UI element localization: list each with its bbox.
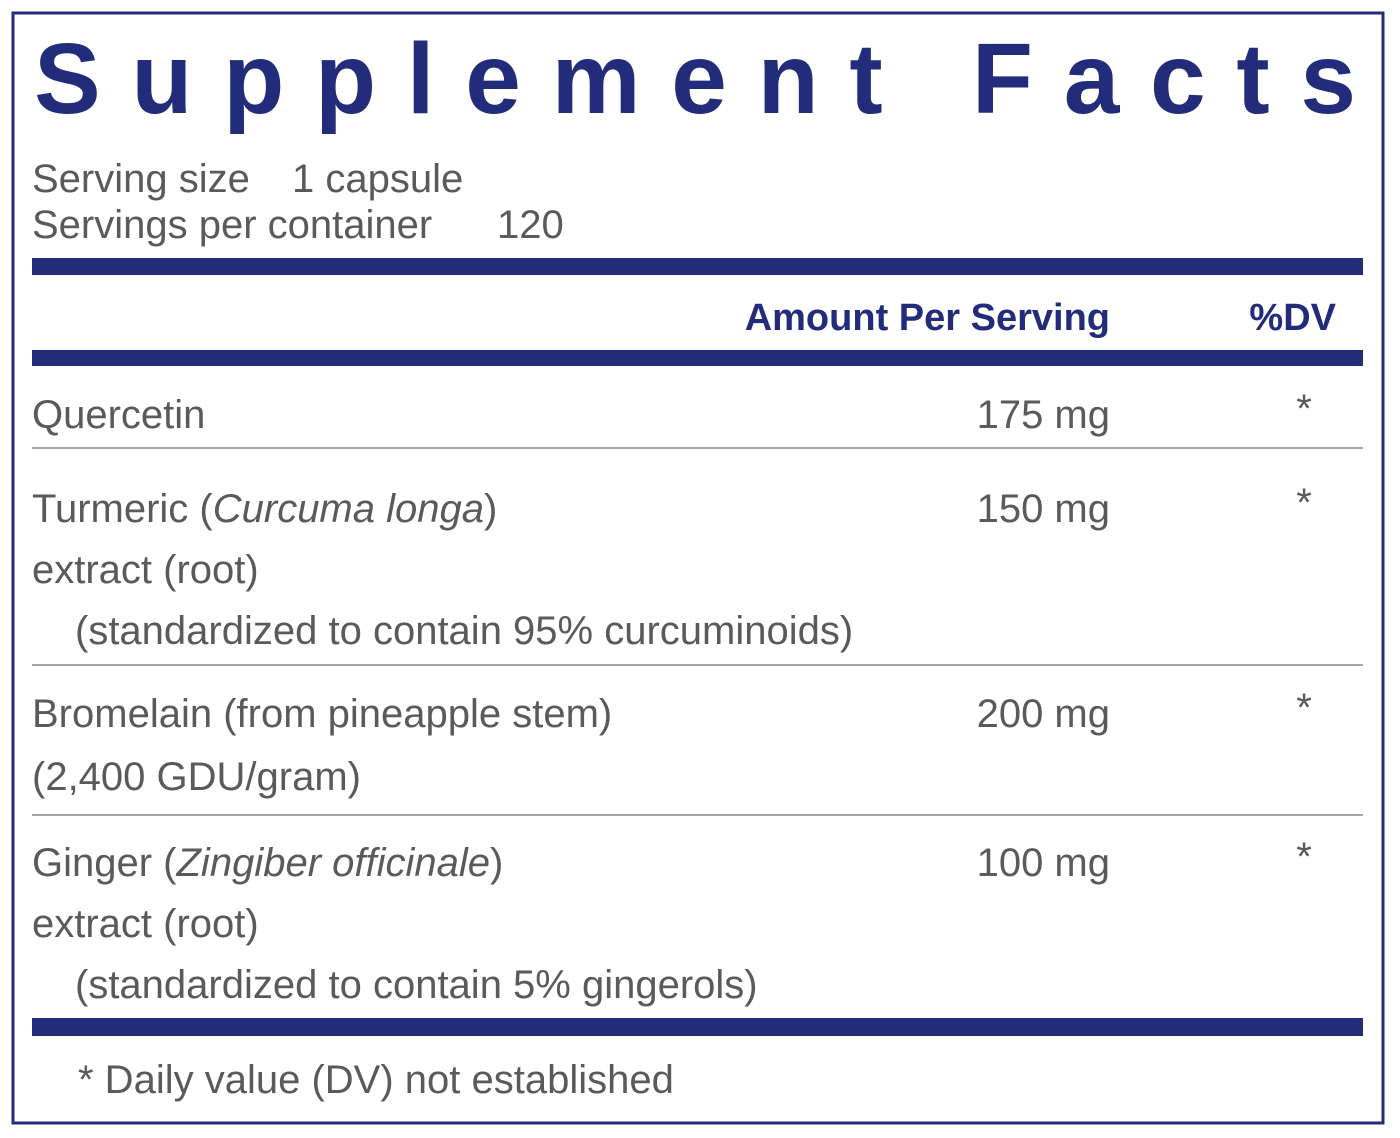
rule	[32, 350, 1363, 366]
dv-header: %DV	[1249, 297, 1336, 339]
dv: *	[1296, 686, 1312, 730]
ingredient-text: (standardized to contain 5% gingerols)	[75, 963, 758, 1007]
ingredient-line: (standardized to contain 5% gingerols)	[75, 963, 758, 1007]
ingredient-text: Turmeric (	[32, 487, 213, 531]
ingredient-text: )	[484, 487, 497, 531]
amount: 200 mg	[977, 692, 1110, 736]
ingredient-text: Zingiber officinale	[176, 841, 491, 885]
dv: *	[1296, 387, 1312, 431]
ingredient-text: Curcuma longa	[213, 487, 484, 531]
ingredient-line: Turmeric (Curcuma longa)	[32, 487, 497, 531]
dv: *	[1296, 835, 1312, 879]
frame	[11, 11, 1385, 1125]
amount-header: Amount Per Serving	[745, 297, 1110, 339]
ingredient-text: (standardized to contain 95% curcuminoid…	[75, 609, 853, 653]
serving-value: 120	[497, 203, 564, 247]
serving-value: 1 capsule	[292, 157, 463, 201]
ingredient-text: Ginger (	[32, 841, 177, 885]
title: Supplement Facts	[34, 23, 1356, 135]
serving-label: Servings per container	[32, 203, 432, 247]
serving-label: Serving size	[32, 157, 250, 201]
ingredient-text: Quercetin	[32, 393, 205, 437]
ingredient-text: extract (root)	[32, 902, 259, 946]
ingredient-line: (standardized to contain 95% curcuminoid…	[75, 609, 853, 653]
footnote: * Daily value (DV) not established	[78, 1058, 674, 1102]
amount: 150 mg	[977, 487, 1110, 531]
ingredient-line: extract (root)	[32, 548, 259, 592]
ingredient-line: (2,400 GDU/gram)	[32, 755, 361, 799]
rule	[32, 1018, 1363, 1036]
amount: 100 mg	[977, 841, 1110, 885]
rule	[32, 258, 1363, 275]
dv: *	[1296, 481, 1312, 525]
ingredient-text: Bromelain (from pineapple stem)	[32, 692, 612, 736]
ingredient-line: extract (root)	[32, 902, 259, 946]
ingredient-text: extract (root)	[32, 548, 259, 592]
ingredient-line: Ginger (Zingiber officinale)	[32, 841, 503, 885]
amount: 175 mg	[977, 393, 1110, 437]
ingredient-line: Bromelain (from pineapple stem)	[32, 692, 612, 736]
ingredient-text: (2,400 GDU/gram)	[32, 755, 361, 799]
ingredient-line: Quercetin	[32, 393, 205, 437]
ingredient-text: )	[490, 841, 503, 885]
